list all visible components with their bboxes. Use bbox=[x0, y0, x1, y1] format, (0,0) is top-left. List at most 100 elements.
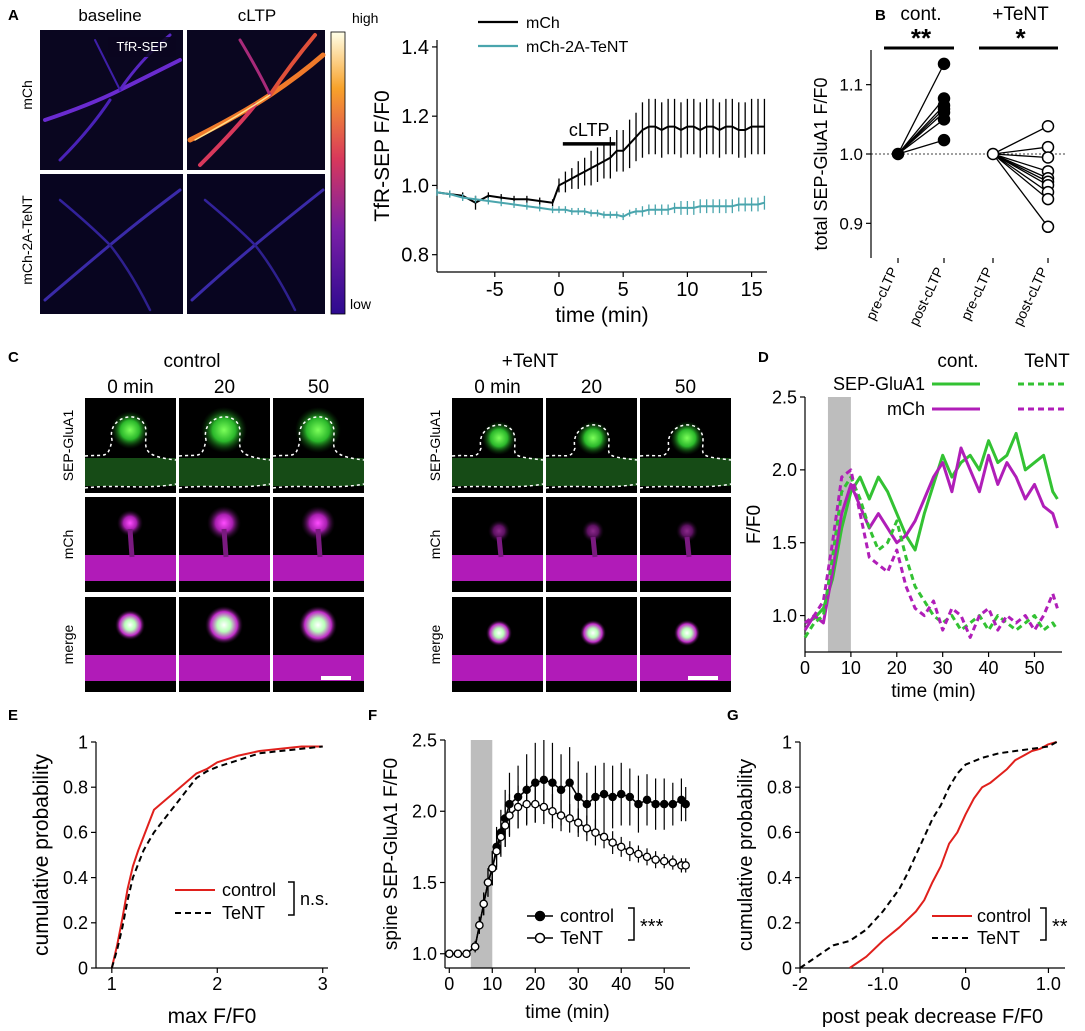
panel-letter-a: A bbox=[8, 7, 19, 24]
group-label: cont. bbox=[900, 4, 941, 25]
y-axis-label: spine SEP-GluA1 F/F0 bbox=[381, 758, 402, 950]
colorbar bbox=[330, 31, 346, 315]
dendrite-shaft-magenta bbox=[179, 555, 270, 581]
y-tick-label: 0.9 bbox=[839, 214, 863, 233]
x-tick-label: 2 bbox=[212, 974, 222, 994]
dendrite-shaft-merge bbox=[452, 655, 543, 681]
spine-neck bbox=[590, 536, 598, 558]
y-tick-label: 1.5 bbox=[772, 533, 797, 553]
post-point bbox=[1041, 220, 1055, 234]
x-tick-label: 40 bbox=[611, 974, 631, 994]
y-tick-label: 1.0 bbox=[839, 145, 863, 164]
data-point bbox=[492, 846, 501, 856]
dendrite-tent-baseline bbox=[43, 188, 182, 312]
data-point bbox=[616, 789, 626, 799]
significance-stars: * bbox=[1015, 23, 1026, 53]
data-point bbox=[470, 942, 480, 951]
dendrite-shaft-merge bbox=[546, 655, 637, 681]
y-axis-label: cumulative probability bbox=[30, 754, 53, 956]
row-label: SEP-GluA1 bbox=[60, 409, 76, 481]
data-point bbox=[573, 792, 583, 802]
series-line-tent bbox=[436, 191, 765, 218]
legend-label: TeNT bbox=[560, 928, 603, 948]
chart-g-cdf: -2 -1.0 0 1.0 0 0.2 0.4 0.6 0.8 1 post peak decrea… bbox=[735, 732, 1068, 1028]
legend-label: control bbox=[560, 906, 614, 926]
x-axis-label: post peak decrease F/F0 bbox=[822, 1006, 1043, 1028]
data-point bbox=[453, 949, 463, 959]
x-tick-label: 30 bbox=[568, 974, 588, 994]
x-tick-label: 0 bbox=[553, 279, 564, 301]
row-label: merge bbox=[427, 624, 443, 664]
y-tick-label: 2.5 bbox=[412, 730, 437, 750]
pre-point bbox=[891, 147, 905, 161]
x-tick-label: post-cLTP bbox=[906, 265, 947, 329]
cdf-control bbox=[110, 745, 323, 969]
data-point bbox=[505, 811, 514, 820]
panelC-micrographs: control 0 min 20 50 SEP-GluA1 mCh merge +TeNT 0 … bbox=[60, 351, 732, 692]
x-tick-label: -5 bbox=[486, 279, 504, 301]
spine-neck bbox=[496, 536, 504, 558]
panel-letter-g: G bbox=[727, 707, 739, 724]
stat-bracket bbox=[628, 907, 635, 941]
y-axis-label: total SEP-GluA1 F/F0 bbox=[811, 77, 831, 250]
x-tick-label: 10 bbox=[841, 658, 861, 678]
dendrite-shaft-magenta bbox=[452, 555, 543, 581]
pair-line bbox=[992, 153, 1049, 228]
dendrite-shaft-merge bbox=[179, 655, 270, 681]
post-point bbox=[1041, 120, 1055, 133]
time-label: 20 bbox=[581, 377, 602, 398]
spine-head-merge bbox=[580, 620, 606, 646]
legend-label: mCh bbox=[526, 15, 560, 32]
y-tick-label: 1 bbox=[78, 732, 88, 752]
x-tick-label: -1.0 bbox=[867, 974, 898, 994]
spine-outline bbox=[272, 416, 365, 489]
data-point bbox=[608, 838, 617, 847]
data-point bbox=[591, 828, 600, 837]
legend-label: control bbox=[222, 880, 276, 900]
pair-line bbox=[992, 153, 1049, 186]
time-label: 20 bbox=[214, 377, 235, 398]
data-point bbox=[531, 778, 540, 788]
y-tick-label: 0 bbox=[78, 958, 88, 978]
pair-line bbox=[992, 153, 1049, 172]
y-axis-label: TfR-SEP F/F0 bbox=[371, 90, 394, 221]
x-tick-label: 1 bbox=[107, 974, 117, 994]
time-label: 0 min bbox=[474, 377, 520, 398]
x-tick-label: 20 bbox=[525, 974, 545, 994]
spine-head-green bbox=[295, 407, 341, 453]
data-point bbox=[500, 821, 510, 830]
spine-head-green bbox=[201, 407, 247, 453]
spine-head-merge bbox=[299, 606, 337, 644]
pair-line bbox=[897, 98, 945, 155]
dendrite-shaft-green bbox=[179, 458, 270, 486]
spine-head-magenta bbox=[117, 510, 143, 536]
data-point bbox=[522, 785, 531, 795]
spine-head-magenta bbox=[301, 506, 335, 540]
data-point bbox=[496, 832, 506, 842]
cdf-TeNT bbox=[799, 741, 1058, 969]
y-tick-label: 1.0 bbox=[401, 175, 429, 197]
x-axis-label: max F/F0 bbox=[168, 1005, 257, 1028]
y-tick-label: 1.4 bbox=[401, 37, 429, 59]
x-tick-label: -2 bbox=[792, 974, 808, 994]
y-tick-label: 0.2 bbox=[63, 913, 88, 933]
chart-d-traces: 0 10 20 30 40 50 1.0 1.5 2.0 2.5 time (min) F/F0 SEP… bbox=[744, 351, 1070, 702]
data-point bbox=[681, 861, 690, 870]
trace-2 bbox=[803, 475, 1059, 639]
trace-3 bbox=[804, 468, 1059, 639]
spine-head-green bbox=[576, 421, 610, 455]
spine-head-green bbox=[482, 421, 516, 455]
x-tick-label: pre-cLTP bbox=[957, 265, 995, 323]
cltp-shade bbox=[470, 740, 493, 968]
data-point bbox=[462, 949, 471, 959]
y-tick-label: 0.4 bbox=[767, 868, 792, 888]
pair-line bbox=[897, 118, 945, 155]
y-tick-label: 2.0 bbox=[412, 802, 437, 822]
data-point bbox=[599, 789, 609, 799]
pair-line bbox=[897, 63, 945, 155]
series-line-mch bbox=[436, 125, 765, 204]
stat-label: *** bbox=[640, 916, 664, 938]
data-point bbox=[556, 785, 566, 795]
